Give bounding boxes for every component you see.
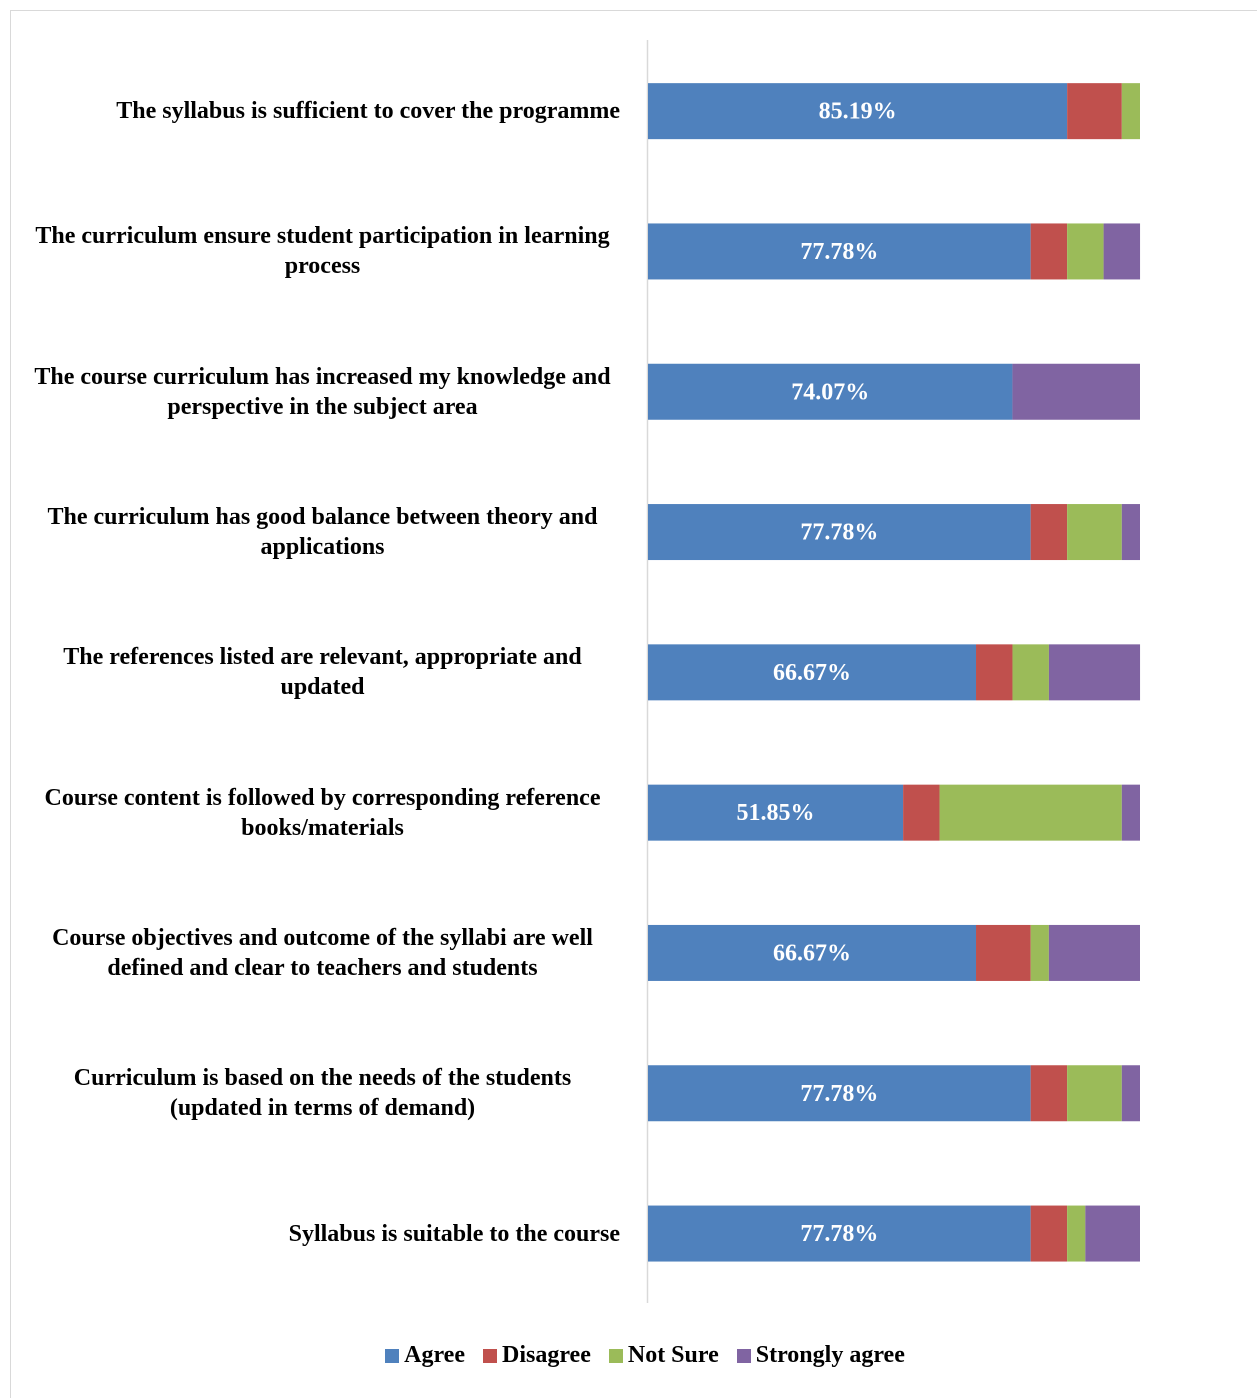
- value-label: 51.85%: [737, 800, 815, 826]
- bar-segment: [648, 924, 977, 981]
- bar-segment: [1048, 924, 1140, 981]
- category-label: Syllabus is suitable to the course: [289, 1219, 620, 1249]
- bar-segment: [1030, 223, 1068, 280]
- legend-item: Disagree: [482, 1342, 591, 1369]
- bar-segment: [1030, 1065, 1068, 1122]
- category-text: The course curriculum has increased my k…: [34, 363, 611, 420]
- bar-segment: [1067, 223, 1104, 280]
- frame: [10, 10, 1257, 1398]
- legend: Agree Disagree Not Sure Strongly agree: [0, 1342, 1257, 1369]
- legend-label: Disagree: [501, 1342, 591, 1368]
- bar-segment: [1048, 644, 1141, 701]
- value-label: 66.67%: [773, 660, 851, 686]
- bar-segment: [1067, 504, 1122, 561]
- category-text: Syllabus is suitable to the course: [288, 1220, 620, 1247]
- bar-segment: [648, 504, 1031, 561]
- category-label: The curriculum has good balance between …: [25, 502, 620, 562]
- category-text: The references listed are relevant, appr…: [63, 644, 582, 701]
- category-label: The syllabus is sufficient to cover the …: [116, 96, 620, 126]
- category-text: Course objectives and outcome of the syl…: [52, 924, 593, 981]
- value-label: 77.78%: [800, 520, 878, 546]
- bar-segment: [939, 784, 1122, 841]
- legend-label: Not Sure: [627, 1342, 719, 1368]
- bar-segment: [1085, 1205, 1140, 1262]
- bar-segment: [1067, 1205, 1086, 1262]
- bar-segment: [1121, 1065, 1140, 1122]
- bar-segment: [976, 924, 1031, 981]
- bar-segment: [1012, 363, 1140, 420]
- bar-segment: [648, 1065, 1031, 1122]
- value-label: 77.78%: [800, 1081, 878, 1107]
- value-label: 85.19%: [819, 99, 897, 125]
- bar-segment: [1030, 1205, 1068, 1262]
- bar-segment: [1067, 83, 1122, 140]
- value-label: 77.78%: [800, 239, 878, 265]
- legend-label: Strongly agree: [755, 1342, 905, 1368]
- bar-segment: [1121, 504, 1140, 561]
- value-label: 66.67%: [773, 940, 851, 966]
- legend-swatch: [736, 1348, 751, 1363]
- category-label: The references listed are relevant, appr…: [25, 642, 620, 702]
- bar-segment: [648, 784, 904, 841]
- category-text: Curriculum is based on the needs of the …: [73, 1065, 572, 1122]
- legend-label: Agree: [404, 1342, 465, 1368]
- bar-segment: [648, 83, 1068, 140]
- bar-segment: [976, 644, 1013, 701]
- bar-segment: [648, 363, 1013, 420]
- legend-swatch: [385, 1348, 400, 1363]
- category-text: The curriculum has good balance between …: [47, 504, 598, 561]
- bar-segment: [903, 784, 940, 841]
- legend-item: Strongly agree: [736, 1342, 905, 1369]
- bar-segment: [1103, 223, 1141, 280]
- legend-swatch: [482, 1348, 497, 1363]
- category-label: Curriculum is based on the needs of the …: [25, 1063, 620, 1123]
- category-label: Course objectives and outcome of the syl…: [25, 923, 620, 983]
- legend-item: Not Sure: [608, 1342, 719, 1369]
- bar-segment: [648, 223, 1031, 280]
- bar-segment: [1012, 644, 1049, 701]
- value-label: 77.78%: [800, 1221, 878, 1247]
- value-label: 74.07%: [791, 379, 869, 405]
- bar-segment: [648, 1205, 1031, 1262]
- category-label: The curriculum ensure student participat…: [25, 221, 620, 281]
- bar-segment: [1030, 504, 1068, 561]
- category-text: Course content is followed by correspond…: [44, 784, 601, 841]
- bar-segment: [648, 644, 977, 701]
- bar-segment: [1121, 83, 1140, 140]
- category-label: Course content is followed by correspond…: [25, 783, 620, 843]
- bar-segment: [1121, 784, 1140, 841]
- category-text: The syllabus is sufficient to cover the …: [116, 98, 620, 125]
- bar-segment: [1030, 924, 1049, 981]
- legend-item: Agree: [385, 1342, 465, 1369]
- legend-swatch: [608, 1348, 623, 1363]
- category-text: The curriculum ensure student participat…: [35, 223, 610, 280]
- category-label: The course curriculum has increased my k…: [25, 362, 620, 422]
- bar-segment: [1067, 1065, 1122, 1122]
